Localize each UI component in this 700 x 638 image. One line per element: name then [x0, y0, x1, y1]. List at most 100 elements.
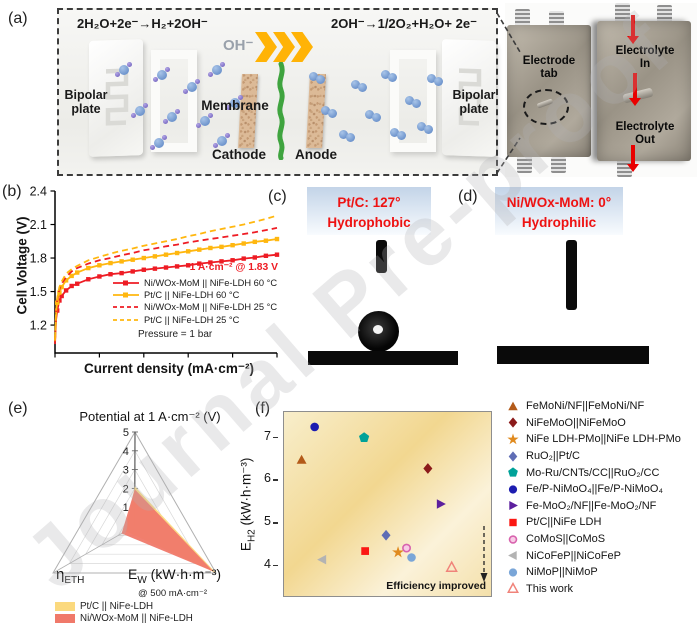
h2-molecule-icon — [424, 125, 433, 134]
contact-angle-value: Pt/C: 127° — [337, 195, 401, 210]
legend-swatch — [55, 613, 75, 623]
water-molecule-icon — [167, 112, 177, 122]
oh-ion-label: OH⁻ — [223, 37, 254, 54]
legend-item: Ni/WOx-MoM || NiFe-LDH 60 °C — [112, 277, 277, 289]
legend-marker-icon — [507, 582, 519, 594]
legend-label: CoMoS||CoMoS — [526, 533, 606, 546]
h2-molecule-icon — [381, 70, 390, 79]
efficiency-improved-annotation: Efficiency improved — [386, 580, 486, 592]
dosing-needle — [376, 240, 387, 273]
legend-item: NiFeMoO||NiFeMoO — [506, 415, 698, 432]
y-tick-label: 5 — [264, 514, 271, 529]
h2-molecule-icon — [309, 72, 318, 81]
hydrogen-atom-icon — [208, 113, 213, 118]
legend-label: Pt/C || NiFe-LDH 60 °C — [144, 290, 240, 301]
legend-marker-icon — [508, 551, 517, 561]
water-molecule-icon — [135, 106, 145, 116]
legend-label: NiCoFeP||NiCoFeP — [526, 549, 621, 562]
panel-c-label: (c) — [268, 188, 287, 205]
svg-text:1.5: 1.5 — [30, 285, 47, 299]
hydrogen-atom-icon — [143, 103, 148, 108]
y-tick-mark — [273, 479, 278, 481]
legend-item: Pt/C||NiFe LDH — [506, 514, 698, 531]
sample-surface-niwox — [497, 346, 649, 364]
h2-molecule-icon — [412, 99, 421, 108]
radar-current-note: @ 500 mA·cm⁻² — [138, 588, 208, 599]
legend-marker-icon — [508, 401, 518, 410]
h2-molecule-icon — [351, 80, 360, 89]
h2-molecule-icon — [390, 128, 399, 137]
legend-label: Pt/C || NiFe-LDH — [80, 600, 154, 612]
legend-item: CoMoS||CoMoS — [506, 531, 698, 548]
legend-marker-icon — [508, 467, 518, 477]
legend-item: Fe-MoO₂/NF||Fe-MoO₂/NF — [506, 498, 698, 515]
fitting-bolt-icon — [549, 11, 564, 27]
hydrogen-atom-icon — [175, 109, 180, 114]
hydrogen-atom-icon — [213, 143, 218, 148]
cathode-reaction-text: 2H₂O+2e⁻→H₂+2OH⁻ — [77, 16, 208, 31]
legend-line-icon — [113, 280, 139, 286]
legend-label: Fe-MoO₂/NF||Fe-MoO₂/NF — [526, 499, 657, 512]
svg-text:0: 0 — [52, 359, 59, 360]
h2-molecule-icon — [358, 83, 367, 92]
svg-text:1: 1 — [123, 502, 129, 514]
y-tick-label: 7 — [264, 428, 271, 443]
legend-label: Pt/C || NiFe-LDH 25 °C — [144, 314, 240, 325]
legend-label: NiFe LDH-PMo||NiFe LDH-PMo — [526, 433, 681, 446]
droplet-highlight — [373, 325, 383, 334]
svg-text:5: 5 — [123, 427, 129, 439]
fitting-bolt-icon — [617, 159, 632, 177]
panel-f-label: (f) — [255, 400, 271, 417]
radar-top-axis-label: Potential at 1 A·cm⁻² (V) — [79, 409, 221, 424]
pressure-note: Pressure = 1 bar — [138, 329, 213, 340]
b-legend: Ni/WOx-MoM || NiFe-LDH 60 °C Pt/C || NiFe… — [112, 277, 277, 326]
radar-ew-axis-label: EW (kW·h·m⁻³) — [128, 566, 222, 586]
electrode-tab-label: Electrode tab — [522, 55, 576, 81]
water-molecule-icon — [200, 116, 210, 126]
legend-line-icon — [113, 292, 139, 298]
hydrogen-atom-icon — [220, 62, 225, 67]
legend-marker-icon — [508, 568, 518, 577]
legend-item: NiCoFeP||NiCoFeP — [506, 547, 698, 564]
chevron-arrow-icon — [255, 32, 277, 62]
legend-label: Mo-Ru/CNTs/CC||RuO₂/CC — [526, 466, 660, 479]
wettability-label: Hydrophilic — [521, 214, 597, 230]
polarization-chart: 1.2 1.5 1.8 2.1 2.4 0 200 400 600 800 1000 — [30, 185, 291, 361]
legend-marker-icon — [508, 417, 518, 429]
bipolar-plate-right — [442, 39, 496, 157]
y-tick-label: 4 — [264, 557, 271, 572]
legend-swatch — [55, 601, 75, 611]
cell-photo: Electrode tab Electrolyte In Electrolyte… — [505, 3, 697, 177]
y-tick-mark — [273, 565, 278, 567]
fitting-bolt-icon — [657, 5, 672, 23]
hydrogen-atom-icon — [226, 105, 231, 110]
electrolyzer-schematic: 2H₂O+2e⁻→H₂+2OH⁻ 2OH⁻→1/2O₂+H₂O+ 2e⁻ OH⁻… — [57, 8, 498, 176]
svg-text:1000: 1000 — [263, 359, 291, 360]
flow-arrow-icon — [627, 145, 638, 172]
h2-molecule-icon — [328, 109, 337, 118]
legend-item: RuO₂||Pt/C — [506, 448, 698, 465]
legend-line-icon — [113, 306, 139, 309]
water-molecule-icon — [154, 138, 164, 148]
membrane-graphic — [277, 62, 285, 160]
legend-label: NiFeMoO||NiFeMoO — [526, 416, 626, 429]
anode-label: Anode — [295, 147, 337, 162]
legend-marker-icon — [509, 518, 517, 527]
legend-label: Pt/C||NiFe LDH — [526, 516, 602, 529]
bipolar-plate-right-label: Bipolar plate — [452, 88, 496, 116]
anode-reaction-text: 2OH⁻→1/2O₂+H₂O+ 2e⁻ — [331, 16, 477, 31]
h2-molecule-icon — [346, 133, 355, 142]
legend-label: RuO₂||Pt/C — [526, 450, 580, 463]
legend-label: Ni/WOx-MoM || NiFe-LDH 25 °C — [144, 302, 278, 313]
legend-item: Fe/P-NiMoO₄||Fe/P-NiMoO₄ — [506, 481, 698, 498]
water-droplet — [358, 311, 399, 352]
water-molecule-icon — [157, 70, 167, 80]
legend-item: Pt/C || NiFe-LDH 25 °C — [112, 314, 277, 326]
bipolar-plate-left — [89, 39, 143, 157]
electrode-tab-callout-circle — [523, 89, 569, 125]
radar-legend: Pt/C || NiFe-LDH Ni/WOx-MoM || NiFe-LDH — [55, 600, 193, 624]
water-molecule-icon — [119, 65, 129, 75]
y-tick-mark — [273, 522, 278, 524]
legend-label: Ni/WOx-MoM || NiFe-LDH — [80, 612, 193, 624]
